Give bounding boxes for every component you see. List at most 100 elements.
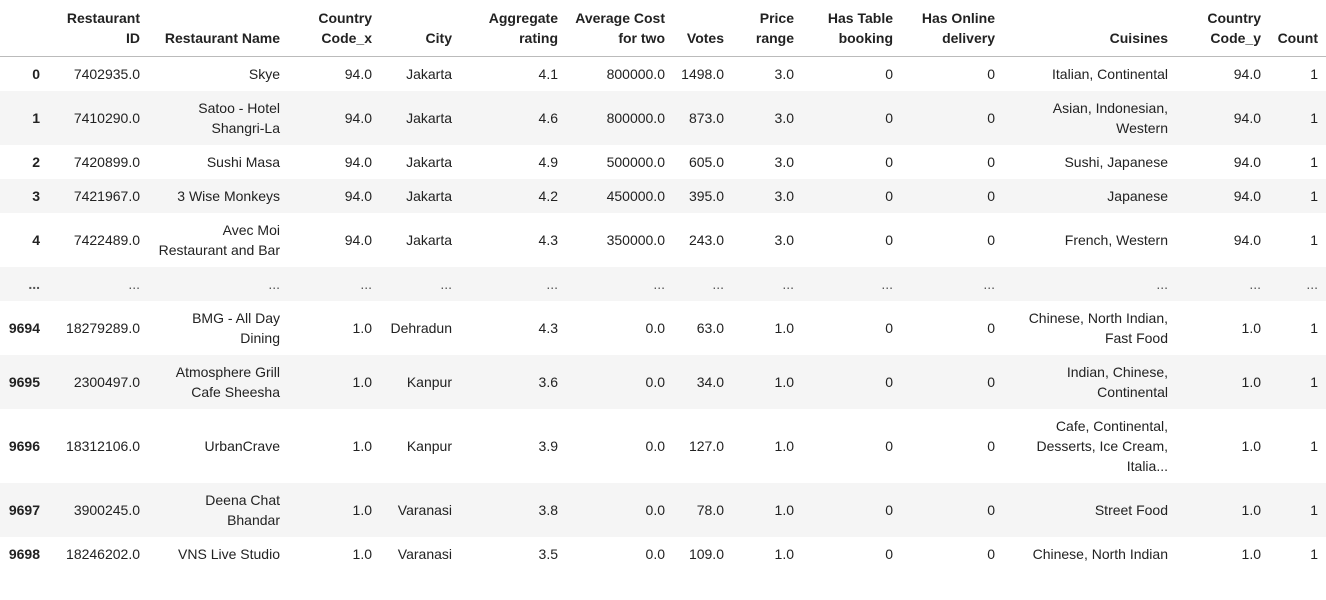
table-cell: ... [1156, 276, 1168, 292]
table-cell: 0.0 [645, 546, 665, 562]
row-index: ... [28, 276, 40, 292]
column-header: Votes [673, 0, 732, 57]
table-cell: Asian, Indonesian, Western [1052, 100, 1168, 136]
table-cell: 18312106.0 [66, 438, 140, 454]
table-cell: 4.3 [538, 320, 558, 336]
table-cell: 3.0 [774, 110, 794, 126]
table-cell: 94.0 [1233, 232, 1261, 248]
table-cell: 1.0 [774, 320, 794, 336]
table-cell: Chinese, North Indian, Fast Food [1028, 310, 1168, 346]
column-header: Country Code_x [288, 0, 380, 57]
table-cell: 243.0 [688, 232, 724, 248]
table-cell: 3.9 [538, 438, 558, 454]
column-header: Has Table booking [802, 0, 901, 57]
row-index: 2 [32, 154, 40, 170]
header-row: Restaurant ID Restaurant Name Country Code… [0, 0, 1326, 57]
table-cell: 1.0 [774, 502, 794, 518]
table-cell: Varanasi [397, 502, 452, 518]
table-cell: ... [268, 276, 280, 292]
table-cell: 1 [1310, 438, 1318, 454]
table-cell: French, Western [1064, 232, 1168, 248]
table-cell: Sushi, Japanese [1064, 154, 1168, 170]
row-index: 9695 [8, 374, 40, 390]
table-cell: ... [1306, 276, 1318, 292]
table-cell: 94.0 [344, 66, 372, 82]
table-cell: 78.0 [696, 502, 724, 518]
table-cell: Deena Chat Bhandar [205, 492, 280, 528]
table-cell: 127.0 [688, 438, 724, 454]
column-header: Average Cost for two [566, 0, 673, 57]
table-cell: 4.6 [538, 110, 558, 126]
table-cell: 0 [885, 320, 893, 336]
table-cell: 1 [1310, 110, 1318, 126]
dataframe-table: Restaurant ID Restaurant Name Country Code… [0, 0, 1326, 571]
table-cell: ... [983, 276, 995, 292]
row-index: 9696 [8, 438, 40, 454]
table-row: 9698 18246202.0 VNS Live Studio 1.0 Varanasi… [0, 537, 1326, 571]
table-cell: 0 [885, 66, 893, 82]
table-row: 9695 2300497.0 Atmosphere Grill Cafe Shees… [0, 355, 1326, 409]
table-cell: 1.0 [352, 374, 372, 390]
table-row: 9694 18279289.0 BMG - All Day Dining 1.0 Deh… [0, 301, 1326, 355]
table-cell: Street Food [1094, 502, 1168, 518]
table-cell: 4.2 [538, 188, 558, 204]
table-cell: 3.0 [774, 154, 794, 170]
table-cell: 350000.0 [606, 232, 665, 248]
table-cell: 1.0 [1241, 438, 1261, 454]
table-cell: Jakarta [406, 66, 452, 82]
column-header: Country Code_y [1176, 0, 1269, 57]
table-cell: 1.0 [352, 320, 372, 336]
table-cell: Jakarta [406, 110, 452, 126]
table-cell: Italian, Continental [1052, 66, 1168, 82]
column-header: Price range [732, 0, 802, 57]
table-cell: 0.0 [645, 502, 665, 518]
column-header: Cuisines [1003, 0, 1176, 57]
table-cell: 1 [1310, 374, 1318, 390]
table-cell: ... [712, 276, 724, 292]
table-cell: Jakarta [406, 188, 452, 204]
table-cell: Jakarta [406, 154, 452, 170]
table-cell: ... [360, 276, 372, 292]
table-row: 0 7402935.0 Skye 94.0 Jakarta 4.1 800000.0 1498… [0, 57, 1326, 92]
table-cell: ... [128, 276, 140, 292]
table-cell: 0.0 [645, 438, 665, 454]
table-cell: 1.0 [352, 546, 372, 562]
table-cell: 3.0 [774, 232, 794, 248]
table-cell: 18246202.0 [66, 546, 140, 562]
column-header: Count [1269, 0, 1326, 57]
table-cell: 4.9 [538, 154, 558, 170]
table-cell: 94.0 [344, 154, 372, 170]
table-cell: 7402935.0 [73, 66, 140, 82]
column-header: Restaurant Name [148, 0, 288, 57]
table-cell: 3.8 [538, 502, 558, 518]
table-cell: 94.0 [1233, 154, 1261, 170]
table-cell: 500000.0 [606, 154, 665, 170]
table-cell: Jakarta [406, 232, 452, 248]
table-cell: 0 [885, 110, 893, 126]
table-cell: 1 [1310, 188, 1318, 204]
table-cell: 94.0 [1233, 110, 1261, 126]
table-cell: 1498.0 [681, 66, 724, 82]
table-cell: 0.0 [645, 320, 665, 336]
table-cell: 0.0 [645, 374, 665, 390]
table-cell: 1.0 [774, 546, 794, 562]
table-header: Restaurant ID Restaurant Name Country Code… [0, 0, 1326, 57]
row-index: 9697 [8, 502, 40, 518]
table-cell: 7421967.0 [73, 188, 140, 204]
table-cell: 450000.0 [606, 188, 665, 204]
table-cell: 0 [987, 66, 995, 82]
table-cell: Cafe, Continental, Desserts, Ice Cream, … [1036, 418, 1168, 474]
table-cell: 1.0 [1241, 374, 1261, 390]
table-cell: 94.0 [344, 110, 372, 126]
table-cell: 1 [1310, 232, 1318, 248]
table-cell: 1.0 [352, 438, 372, 454]
table-cell: 605.0 [688, 154, 724, 170]
table-cell: Avec Moi Restaurant and Bar [158, 222, 280, 258]
table-cell: 3.0 [774, 188, 794, 204]
table-cell: 1.0 [352, 502, 372, 518]
table-cell: 1 [1310, 502, 1318, 518]
table-cell: 800000.0 [606, 66, 665, 82]
table-row: 4 7422489.0 Avec Moi Restaurant and Bar 94.… [0, 213, 1326, 267]
table-cell: 0 [885, 438, 893, 454]
